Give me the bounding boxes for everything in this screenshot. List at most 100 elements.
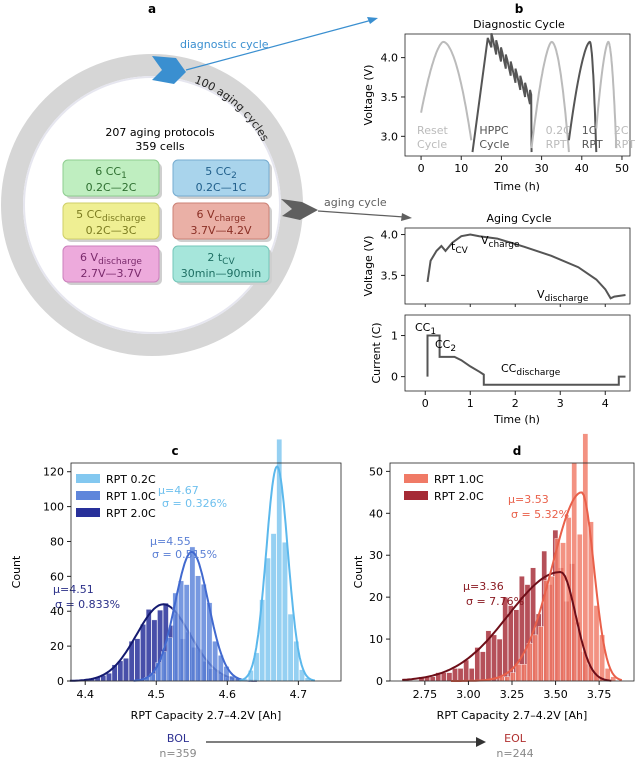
protocol-range: 0.2C—2C <box>86 181 137 194</box>
histogram-bar <box>521 664 527 682</box>
histogram-bar <box>452 668 458 682</box>
rpt-02c-curve <box>530 40 570 153</box>
chart-d-xtick-label: 3.00 <box>456 688 481 701</box>
histogram-chart-c: μ=4.67σ = 0.326% μ=4.55σ = 0.515% μ=4.51 σ … <box>43 439 315 701</box>
mean-annotation: μ=4.67 <box>158 484 199 497</box>
histogram-bar <box>282 542 288 682</box>
legend-label: RPT 2.0C <box>106 507 156 520</box>
chart-c-ytick-label: 100 <box>43 501 64 514</box>
bol-to-eol-arrowhead-icon <box>476 737 486 747</box>
legend-swatch <box>404 491 428 500</box>
diagnostic-ytick-label: 3.5 <box>381 91 399 104</box>
diagnostic-segment-label: RPT <box>582 138 603 151</box>
histogram-bar <box>457 668 464 682</box>
diagnostic-arrowhead-icon <box>367 17 378 24</box>
sigma-annotation: σ = 5.32% <box>511 508 569 521</box>
diagnostic-segment-label: RPT <box>546 138 567 151</box>
current-ytick-label: 0 <box>391 371 398 384</box>
bol-count: n=359 <box>159 747 196 760</box>
protocol-box-bg <box>172 245 270 283</box>
legend-swatch <box>404 474 428 483</box>
kde-curve <box>402 570 612 682</box>
aging-arrow <box>317 210 405 218</box>
histogram-chart-d: μ=3.53 σ = 5.32% μ=3.36 σ = 7.76% 2.75 3.00 3.… <box>369 433 623 701</box>
protocol-box-bg <box>172 202 270 240</box>
chart-c-xtick-label: 4.7 <box>290 688 308 701</box>
sigma-annotation: σ = 0.515% <box>152 548 217 561</box>
histogram-bar <box>480 651 486 682</box>
histogram-bar <box>510 672 516 682</box>
diagnostic-segment-label: 1C <box>582 124 597 137</box>
ring-inner-shadow <box>23 76 281 334</box>
reset-cycle-curve <box>420 40 473 141</box>
histogram-bar <box>502 596 508 682</box>
chart-d-ytick-label: 10 <box>369 633 383 646</box>
panel-d: μ=3.53 σ = 5.32% μ=3.36 σ = 7.76% 2.75 3.00 3.… <box>352 433 635 722</box>
sigma-annotation: σ = 0.326% <box>162 497 227 510</box>
panel-a: 100 aging cycles diagnostic cycle aging … <box>1 17 412 356</box>
histogram-bar <box>560 542 566 682</box>
chart-c-legend: RPT 0.2C RPT 1.0C RPT 2.0C <box>76 473 156 520</box>
bol-label: BOL <box>167 732 190 745</box>
chart-c-xtick-label: 4.6 <box>219 688 237 701</box>
chart-d-xlabel: RPT Capacity 2.7–4.2V [Ah] <box>437 709 588 722</box>
legend-swatch <box>76 474 100 483</box>
protocol-box-bg <box>62 159 160 197</box>
diagnostic-xtick-label: 40 <box>575 162 589 175</box>
histogram-bar <box>504 676 511 682</box>
histogram-bar <box>123 658 129 682</box>
chart-d-xtick-label: 3.75 <box>587 688 612 701</box>
chart-c-xtick-label: 4.5 <box>148 688 166 701</box>
diagnostic-segment-label: 2C <box>614 124 629 137</box>
panel-b-aging: Aging Cycle 3.54.0 tCVVchargeVdischarge … <box>362 212 631 426</box>
legend-label: RPT 0.2C <box>106 473 156 486</box>
histogram-bar <box>446 672 453 682</box>
diagnostic-segment-label: Reset <box>417 124 448 137</box>
protocol-range: 0.2C—1C <box>196 181 247 194</box>
legend-label: RPT 1.0C <box>106 490 156 503</box>
aging-voltage-line <box>426 233 626 300</box>
diagnostic-segment-label: RPT <box>614 138 635 151</box>
legend-swatch <box>76 491 100 500</box>
mean-annotation: μ=4.51 <box>53 583 94 596</box>
kde-curve <box>133 550 251 682</box>
current-xtick-label: 1 <box>467 397 474 410</box>
histogram-bar <box>212 640 218 682</box>
diagnostic-xtick-label: 10 <box>454 162 468 175</box>
histogram-bar <box>532 634 538 682</box>
chart-d-xtick-label: 3.25 <box>500 688 525 701</box>
diagnostic-segment-label: Cycle <box>479 138 509 151</box>
eol-count: n=244 <box>496 747 533 760</box>
panel-label-b: b <box>515 2 524 16</box>
aging-current-curve: 0 1 0 1 2 3 4 <box>391 330 626 410</box>
chart-c-ytick-label: 0 <box>57 675 64 688</box>
diagnostic-xtick-label: 30 <box>535 162 549 175</box>
histogram-bar <box>183 584 190 682</box>
diagnostic-arrow <box>185 19 373 71</box>
current-xtick-label: 2 <box>512 397 519 410</box>
aging-cycle-label: aging cycle <box>324 196 387 209</box>
protocol-param: 6 Vdischarge <box>80 251 142 267</box>
aging-voltage-ytick-label: 3.5 <box>381 269 399 282</box>
protocol-box-bg <box>172 159 270 197</box>
histogram-bar <box>554 538 561 682</box>
current-xtick-label: 3 <box>557 397 564 410</box>
diagnostic-xtick-label: 20 <box>494 162 508 175</box>
current-xtick-label: 4 <box>602 397 609 410</box>
protocol-param: 5 CC2 <box>205 165 237 181</box>
diagnostic-segment-label: 0.2C <box>546 124 571 137</box>
histogram-bar <box>140 624 146 682</box>
aging-annotations: tCV Vcharge Vdischarge <box>451 234 589 304</box>
chart-d-ytick-label: 20 <box>369 591 383 604</box>
protocol-count: 207 aging protocols <box>105 126 215 139</box>
protocol-range: 0.2C—3C <box>86 224 137 237</box>
chart-c-ytick-label: 20 <box>50 640 64 653</box>
histogram-bar <box>565 517 572 682</box>
panel-label-d: d <box>513 444 522 458</box>
current-ytick-label: 1 <box>391 330 398 343</box>
